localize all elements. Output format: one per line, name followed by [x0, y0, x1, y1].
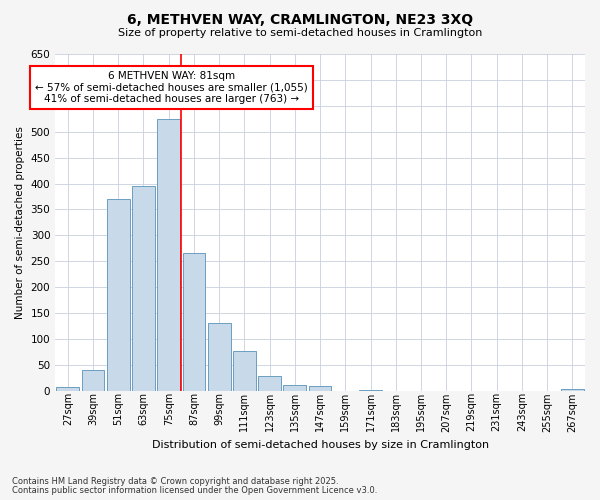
- Text: 6 METHVEN WAY: 81sqm
← 57% of semi-detached houses are smaller (1,055)
41% of se: 6 METHVEN WAY: 81sqm ← 57% of semi-detac…: [35, 71, 308, 104]
- Bar: [258, 376, 281, 391]
- Bar: [359, 390, 382, 391]
- X-axis label: Distribution of semi-detached houses by size in Cramlington: Distribution of semi-detached houses by …: [152, 440, 488, 450]
- Y-axis label: Number of semi-detached properties: Number of semi-detached properties: [15, 126, 25, 319]
- Bar: [132, 186, 155, 391]
- Text: Contains HM Land Registry data © Crown copyright and database right 2025.: Contains HM Land Registry data © Crown c…: [12, 477, 338, 486]
- Bar: [56, 386, 79, 391]
- Text: Size of property relative to semi-detached houses in Cramlington: Size of property relative to semi-detach…: [118, 28, 482, 38]
- Bar: [283, 384, 306, 391]
- Bar: [309, 386, 331, 391]
- Bar: [561, 388, 584, 391]
- Bar: [82, 370, 104, 391]
- Bar: [157, 119, 180, 391]
- Text: 6, METHVEN WAY, CRAMLINGTON, NE23 3XQ: 6, METHVEN WAY, CRAMLINGTON, NE23 3XQ: [127, 12, 473, 26]
- Bar: [182, 254, 205, 391]
- Bar: [233, 351, 256, 391]
- Text: Contains public sector information licensed under the Open Government Licence v3: Contains public sector information licen…: [12, 486, 377, 495]
- Bar: [208, 324, 230, 391]
- Bar: [107, 199, 130, 391]
